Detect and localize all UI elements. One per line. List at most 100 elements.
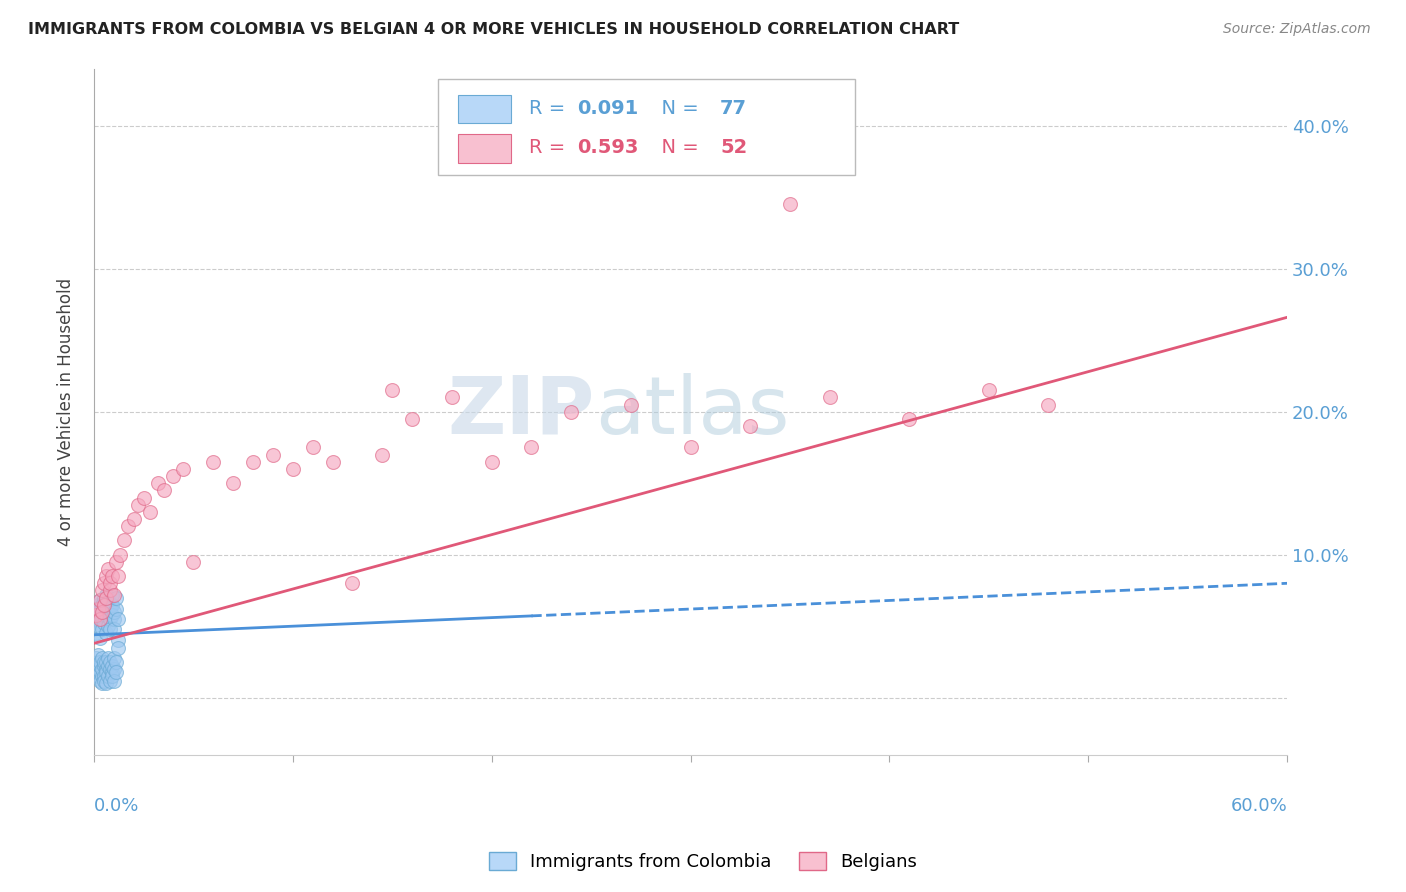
Point (322, 455, 344, 469)
Point (104, 591, 127, 605)
Point (117, 519, 139, 533)
Point (977, 384, 1000, 398)
Point (89, 602, 111, 616)
Point (132, 491, 155, 505)
Point (93, 655, 115, 669)
Point (94, 676, 117, 690)
Bar (458, 134, 512, 162)
Y-axis label: 4 or more Vehicles in Household: 4 or more Vehicles in Household (58, 277, 75, 546)
Text: 52: 52 (720, 138, 748, 157)
Point (98, 655, 121, 669)
Point (84, 659, 107, 673)
Point (381, 384, 404, 398)
FancyBboxPatch shape (437, 78, 855, 175)
Point (101, 669, 124, 683)
Point (818, 391, 841, 405)
Point (84, 607, 107, 622)
Point (93, 673, 115, 688)
Point (94, 607, 117, 622)
Point (104, 655, 127, 669)
Point (101, 598, 124, 612)
Point (87, 598, 110, 612)
Point (98, 583, 121, 598)
Text: N =: N = (648, 138, 704, 157)
Point (97, 659, 120, 673)
Text: 77: 77 (720, 99, 747, 118)
Point (440, 391, 463, 405)
Point (107, 612, 129, 626)
Bar (458, 95, 512, 123)
Point (93, 616, 115, 631)
Point (87, 655, 110, 669)
Point (103, 673, 125, 688)
Point (90, 662, 112, 676)
Point (87, 662, 110, 676)
Point (87, 648, 110, 662)
Point (98, 673, 121, 688)
Point (112, 533, 135, 548)
Point (93, 669, 115, 683)
Text: 0.091: 0.091 (576, 99, 638, 118)
Point (94, 626, 117, 640)
Point (103, 622, 125, 636)
Text: R =: R = (529, 138, 572, 157)
Point (98, 662, 121, 676)
Point (97, 669, 120, 683)
Point (90, 676, 112, 690)
Point (90, 605, 112, 619)
Point (98, 622, 121, 636)
Point (90, 612, 112, 626)
Text: N =: N = (648, 99, 704, 118)
Point (98, 576, 121, 591)
Point (108, 548, 131, 562)
Point (93, 607, 115, 622)
Point (103, 588, 125, 602)
Point (89, 593, 111, 607)
Point (97, 619, 120, 633)
Point (90, 598, 112, 612)
Point (89, 659, 111, 673)
Point (101, 665, 124, 679)
Text: R =: R = (529, 99, 572, 118)
Point (127, 498, 149, 512)
Point (107, 569, 129, 583)
Point (90, 622, 112, 636)
Point (94, 591, 117, 605)
Point (87, 605, 110, 619)
Point (342, 576, 364, 591)
Point (90, 650, 112, 665)
Point (103, 605, 125, 619)
Point (84, 607, 107, 622)
Point (104, 602, 127, 616)
Point (94, 598, 117, 612)
Point (93, 598, 115, 612)
Point (740, 419, 762, 434)
Point (172, 462, 194, 476)
Point (107, 633, 129, 648)
Text: 0.0%: 0.0% (94, 797, 139, 814)
Point (87, 602, 110, 616)
Point (97, 650, 120, 665)
Point (84, 626, 107, 640)
Point (97, 562, 120, 576)
Point (97, 593, 120, 607)
Point (262, 448, 284, 462)
Point (87, 669, 110, 683)
Point (94, 569, 117, 583)
Text: 60.0%: 60.0% (1230, 797, 1286, 814)
Point (89, 593, 111, 607)
Point (202, 455, 225, 469)
Point (93, 576, 115, 591)
Text: 0.593: 0.593 (576, 138, 638, 157)
Point (146, 476, 169, 491)
Point (107, 640, 129, 655)
Point (122, 512, 145, 526)
Point (162, 469, 184, 483)
Point (104, 665, 127, 679)
Point (152, 483, 174, 498)
Point (89, 673, 111, 688)
Point (98, 602, 121, 616)
Point (89, 665, 111, 679)
Point (98, 612, 121, 626)
Point (779, 197, 801, 211)
